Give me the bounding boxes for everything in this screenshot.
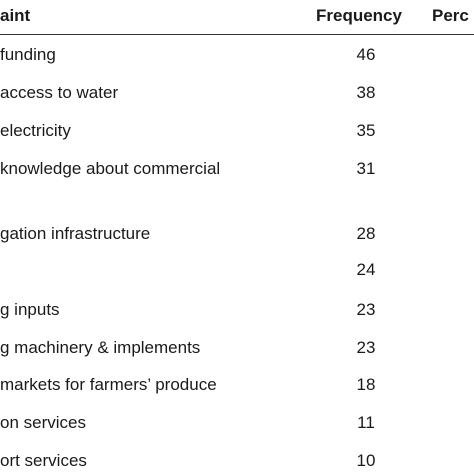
constraint-cell: electricity bbox=[0, 121, 71, 140]
header-cell: Perc bbox=[432, 6, 469, 25]
constraint-cell: gation infrastructure bbox=[0, 224, 151, 243]
frequency-cell: 46 bbox=[356, 45, 376, 64]
header-cell: aint bbox=[0, 6, 31, 25]
frequency-cell: 31 bbox=[356, 159, 376, 178]
frequency-cell: 28 bbox=[356, 224, 376, 243]
frequency-cell: 24 bbox=[356, 260, 376, 279]
frequency-cell: 18 bbox=[356, 375, 376, 394]
header-cell: Frequency bbox=[316, 6, 402, 25]
constraint-cell: funding bbox=[0, 45, 56, 64]
constraint-cell: ort services bbox=[0, 451, 87, 470]
constraint-cell: access to water bbox=[0, 83, 119, 102]
frequency-cell: 23 bbox=[356, 300, 376, 319]
frequency-cell: 10 bbox=[356, 451, 376, 470]
header-rule bbox=[0, 34, 474, 35]
constraint-cell: markets for farmers’ produce bbox=[0, 375, 217, 394]
constraint-cell: on services bbox=[0, 413, 86, 432]
constraint-cell: knowledge about commercial bbox=[0, 159, 221, 178]
frequency-cell: 23 bbox=[356, 338, 376, 357]
constraint-cell: g inputs bbox=[0, 300, 60, 319]
frequency-cell: 38 bbox=[356, 83, 376, 102]
frequency-cell: 35 bbox=[356, 121, 376, 140]
constraint-cell: g machinery & implements bbox=[0, 338, 201, 357]
frequency-cell: 11 bbox=[357, 413, 375, 432]
